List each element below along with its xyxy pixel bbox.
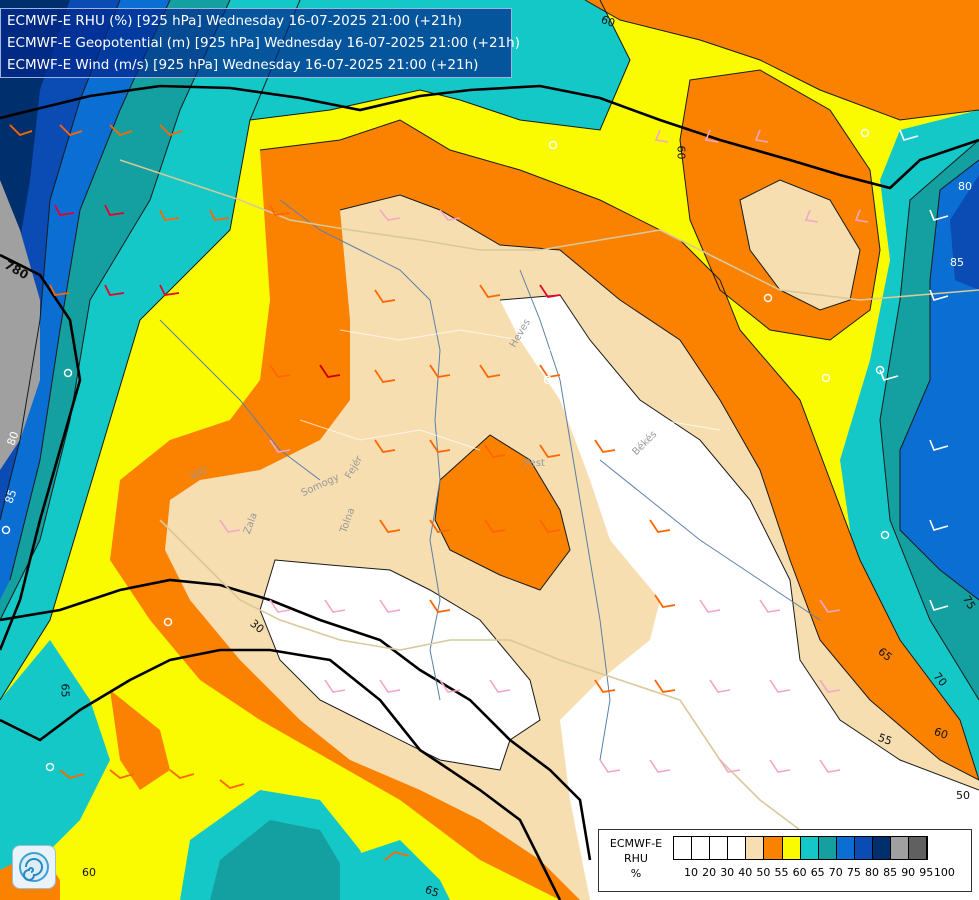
legend-swatch (909, 837, 928, 859)
legend-tick-label: 40 (738, 866, 753, 879)
rhu-85-90-fill (0, 0, 70, 360)
legend-tick-label: 65 (810, 866, 825, 879)
rhu-90-95-fill (0, 180, 40, 470)
legend-swatch (746, 837, 765, 859)
rhu-bottom-cyan2-fill (340, 840, 450, 900)
legend-tick-label: 30 (720, 866, 735, 879)
legend-caption-unit: % (630, 867, 642, 880)
geopotential-contours (0, 84, 979, 900)
colorbar-legend: ECMWF-E RHU % 10 20 30 40 50 55 60 65 70 75 80 85 90… (598, 829, 972, 892)
legend-tick-label: 20 (702, 866, 717, 879)
legend-tick-label: 60 (792, 866, 807, 879)
legend-swatch (764, 837, 783, 859)
legend-caption-variable: RHU (624, 852, 648, 865)
legend-caption: ECMWF-E RHU % (603, 836, 669, 881)
legend-tick-label: 70 (828, 866, 843, 879)
legend-swatch (873, 837, 892, 859)
rhu-bottom-teal-fill (210, 820, 350, 900)
legend-tick-label: 100 (933, 866, 955, 879)
title-geopotential: ECMWF-E Geopotential (m) [925 hPa] Wedne… (7, 35, 520, 51)
borders (119, 159, 979, 831)
contour-label-60-south: 60 (82, 866, 96, 879)
legend-swatch (782, 837, 801, 859)
legend-tick-label: 80 (865, 866, 879, 879)
light-wind-barbs (219, 129, 869, 773)
wind-barbs (9, 124, 676, 861)
spiral-logo-graphic (19, 852, 49, 882)
rhu-below-50-south-fill (260, 560, 540, 770)
legend-swatch (728, 837, 747, 859)
legend-caption-model: ECMWF-E (609, 837, 663, 850)
region-label-pest: Pest (524, 458, 545, 469)
rhu-50-55-right-fill (740, 180, 860, 310)
contour-label-65-west: 65 (58, 683, 72, 698)
legend-tick-label: 90 (901, 866, 916, 879)
legend-swatches (673, 836, 929, 860)
rivers (159, 199, 821, 761)
legend-swatch (854, 837, 874, 859)
contour-label-80-east: 80 (958, 180, 972, 193)
contour-label-50-east: 50 (956, 789, 970, 802)
legend-tick-label: 50 (756, 866, 771, 879)
spiral-logo-icon (12, 845, 56, 889)
legend-swatch (891, 837, 910, 859)
rhu-right-80-85-fill (950, 175, 979, 290)
contour-label-60-north: 60 (674, 145, 688, 160)
map-title-box: ECMWF-E RHU (%) [925 hPa] Wednesday 16-0… (0, 8, 520, 78)
rhu-bottom-left-orange-fill (110, 690, 170, 790)
contour-label-85-east: 85 (950, 256, 964, 269)
rhu-contour-lines (0, 0, 979, 791)
legend-tick-label: 75 (846, 866, 861, 879)
title-rhu: ECMWF-E RHU (%) [925 hPa] Wednesday 16-0… (7, 13, 462, 29)
legend-tick-label: 95 (919, 866, 934, 879)
rhu-top-right-55-60-fill (585, 0, 979, 120)
legend-swatch (710, 837, 729, 859)
legend-swatch (800, 837, 819, 859)
legend-tick-label: 10 (684, 866, 698, 879)
rhu-below-50-east-fill (500, 295, 979, 900)
admin-borders (299, 329, 721, 451)
calm-wind-barbs (879, 129, 949, 611)
title-wind: ECMWF-E Wind (m/s) [925 hPa] Wednesday 1… (7, 57, 479, 73)
legend-tick-label: 85 (883, 866, 898, 879)
legend-swatch (692, 837, 711, 859)
rhu-55-60-blob-fill (435, 435, 570, 590)
legend-tick-label: 55 (774, 866, 789, 879)
legend-swatch (836, 837, 855, 859)
legend-swatch (674, 837, 693, 859)
calm-circles (1, 128, 890, 772)
legend-swatch (818, 837, 837, 859)
rhu-bottom-left-65-70-fill (0, 640, 110, 900)
